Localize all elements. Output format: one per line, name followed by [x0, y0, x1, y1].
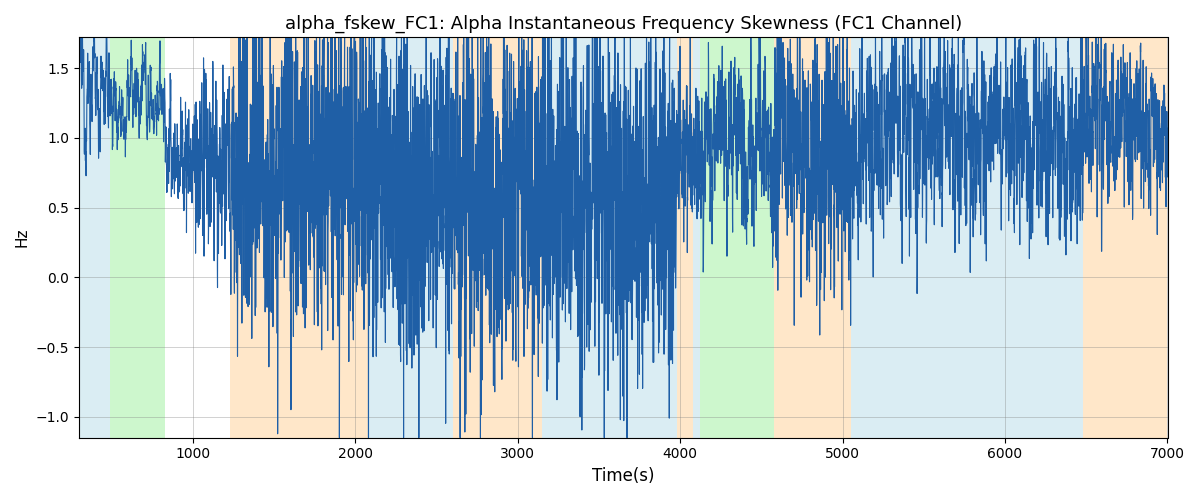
Bar — [851, 38, 1084, 438]
Y-axis label: Hz: Hz — [14, 228, 30, 248]
Bar — [79, 38, 109, 438]
Bar — [230, 38, 304, 438]
Bar — [700, 38, 774, 438]
Bar — [774, 38, 794, 438]
Bar — [304, 38, 368, 438]
Title: alpha_fskew_FC1: Alpha Instantaneous Frequency Skewness (FC1 Channel): alpha_fskew_FC1: Alpha Instantaneous Fre… — [284, 15, 962, 34]
Bar — [1084, 38, 1168, 438]
Bar — [794, 38, 851, 438]
X-axis label: Time(s): Time(s) — [592, 467, 654, 485]
Bar — [677, 38, 694, 438]
Bar — [694, 38, 700, 438]
Bar — [368, 38, 452, 438]
Bar — [542, 38, 677, 438]
Bar — [452, 38, 542, 438]
Bar — [109, 38, 166, 438]
